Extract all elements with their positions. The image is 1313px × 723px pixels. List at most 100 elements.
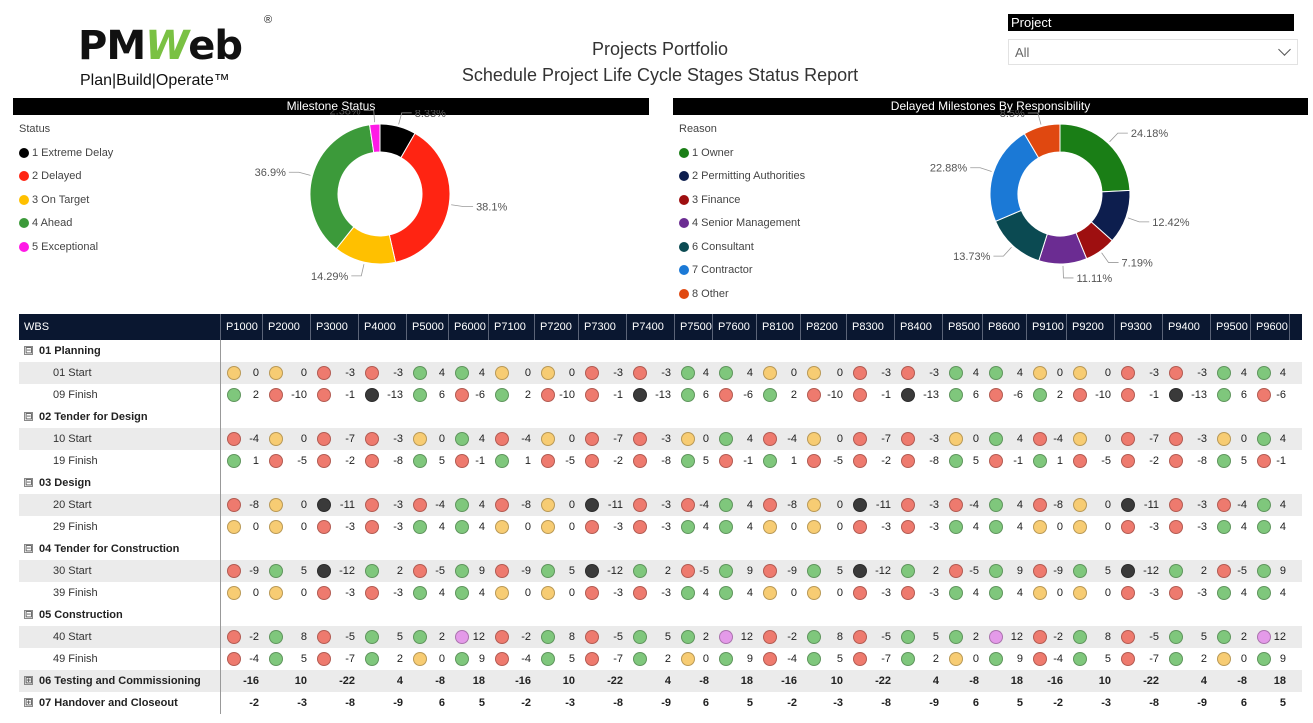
table-cell[interactable]: 0 [675, 428, 713, 450]
table-cell[interactable]: -3 [359, 428, 407, 450]
table-cell[interactable]: -3 [1163, 428, 1211, 450]
table-cell[interactable]: -12 [1115, 560, 1163, 582]
table-cell[interactable]: -3 [1115, 582, 1163, 604]
table-cell[interactable]: -3 [627, 362, 675, 384]
table-cell[interactable]: 0 [263, 428, 311, 450]
expand-collapse-icon[interactable]: ⊞ [24, 697, 33, 707]
table-cell[interactable]: -7 [311, 428, 359, 450]
table-cell[interactable]: 9 [449, 648, 489, 670]
table-cell[interactable]: -1 [713, 450, 757, 472]
table-cell[interactable]: 0 [1027, 362, 1067, 384]
column-header-wbs[interactable]: WBS [19, 314, 221, 340]
table-cell[interactable]: -8 [627, 450, 675, 472]
table-cell[interactable]: 5 [895, 626, 943, 648]
expand-collapse-icon[interactable]: ⊟ [24, 411, 33, 421]
column-header-p2000[interactable]: P2000 [263, 314, 311, 340]
table-cell[interactable]: 1 [221, 450, 263, 472]
table-cell[interactable]: -5 [263, 450, 311, 472]
table-cell[interactable]: 6 [675, 384, 713, 406]
table-cell[interactable]: 2 [489, 384, 535, 406]
table-cell[interactable]: -8 [757, 494, 801, 516]
legend-item[interactable]: 5 Exceptional [19, 235, 113, 259]
legend-item[interactable]: 4 Senior Management [679, 212, 805, 236]
table-cell[interactable]: 4 [943, 362, 983, 384]
table-cell[interactable]: 9 [1251, 560, 1290, 582]
table-cell[interactable]: -5 [407, 560, 449, 582]
table-cell[interactable]: -4 [489, 428, 535, 450]
table-cell[interactable]: 0 [675, 648, 713, 670]
table-cell[interactable]: 0 [263, 494, 311, 516]
table-cell[interactable]: 1 [757, 450, 801, 472]
table-cell[interactable]: -4 [221, 648, 263, 670]
table-cell[interactable]: 4 [943, 516, 983, 538]
column-header-p8400[interactable]: P8400 [895, 314, 943, 340]
table-cell[interactable]: 8 [263, 626, 311, 648]
table-cell[interactable]: 5 [675, 450, 713, 472]
table-cell[interactable]: -7 [1115, 648, 1163, 670]
table-cell[interactable]: 5 [1211, 450, 1251, 472]
table-cell[interactable]: 4 [983, 494, 1027, 516]
table-cell[interactable]: 4 [449, 582, 489, 604]
table-cell[interactable]: 4 [407, 516, 449, 538]
table-cell[interactable]: 0 [263, 516, 311, 538]
table-cell[interactable]: 0 [1067, 428, 1115, 450]
table-cell[interactable]: -4 [221, 428, 263, 450]
table-cell[interactable]: -12 [579, 560, 627, 582]
column-header-p7600[interactable]: P7600 [713, 314, 757, 340]
table-cell[interactable]: -4 [675, 494, 713, 516]
donut-slice[interactable] [388, 132, 451, 263]
table-cell[interactable]: 4 [983, 362, 1027, 384]
table-cell[interactable]: 2 [359, 560, 407, 582]
table-cell[interactable]: 5 [535, 560, 579, 582]
expand-collapse-icon[interactable]: ⊟ [24, 543, 33, 553]
table-cell[interactable]: 5 [801, 560, 847, 582]
table-cell[interactable]: 0 [801, 516, 847, 538]
table-cell[interactable]: -3 [627, 428, 675, 450]
table-cell[interactable]: 0 [801, 494, 847, 516]
table-cell[interactable]: 2 [757, 384, 801, 406]
table-cell[interactable]: -2 [1027, 626, 1067, 648]
table-cell[interactable]: -3 [1163, 582, 1211, 604]
column-header-p7200[interactable]: P7200 [535, 314, 579, 340]
table-cell[interactable]: -4 [1211, 494, 1251, 516]
table-cell[interactable]: 8 [801, 626, 847, 648]
column-header-p9300[interactable]: P9300 [1115, 314, 1163, 340]
table-cell[interactable]: 4 [713, 582, 757, 604]
table-cell[interactable]: 5 [1067, 648, 1115, 670]
table-cell[interactable]: -12 [847, 560, 895, 582]
table-cell[interactable]: -8 [1163, 450, 1211, 472]
table-cell[interactable]: -3 [311, 362, 359, 384]
table-cell[interactable]: -3 [1115, 516, 1163, 538]
table-cell[interactable]: 2 [1163, 560, 1211, 582]
table-cell[interactable]: -2 [1115, 450, 1163, 472]
table-cell[interactable]: -10 [801, 384, 847, 406]
table-cell[interactable]: 1 [1027, 450, 1067, 472]
table-cell[interactable]: 12 [713, 626, 757, 648]
table-cell[interactable]: 0 [535, 362, 579, 384]
table-cell[interactable]: -6 [449, 384, 489, 406]
table-cell[interactable]: -4 [407, 494, 449, 516]
table-cell[interactable]: 8 [1067, 626, 1115, 648]
table-cell[interactable]: -11 [1115, 494, 1163, 516]
table-cell[interactable]: 9 [713, 648, 757, 670]
table-cell[interactable]: -13 [627, 384, 675, 406]
table-cell[interactable]: 0 [535, 516, 579, 538]
table-cell[interactable]: 4 [407, 582, 449, 604]
table-cell[interactable]: 5 [359, 626, 407, 648]
table-cell[interactable]: -3 [847, 362, 895, 384]
table-cell[interactable]: -11 [579, 494, 627, 516]
table-cell[interactable]: -9 [489, 560, 535, 582]
table-cell[interactable]: 5 [801, 648, 847, 670]
table-cell[interactable]: -9 [757, 560, 801, 582]
table-cell[interactable]: -1 [1251, 450, 1290, 472]
table-cell[interactable]: 9 [1251, 648, 1290, 670]
table-cell[interactable]: 12 [983, 626, 1027, 648]
expand-collapse-icon[interactable]: ⊟ [24, 609, 33, 619]
table-cell[interactable]: -5 [1115, 626, 1163, 648]
expand-collapse-icon[interactable]: ⊞ [24, 675, 33, 685]
table-cell[interactable]: 2 [895, 648, 943, 670]
table-cell[interactable]: -5 [943, 560, 983, 582]
table-cell[interactable]: -3 [359, 516, 407, 538]
table-cell[interactable]: 9 [713, 560, 757, 582]
table-cell[interactable]: -8 [221, 494, 263, 516]
